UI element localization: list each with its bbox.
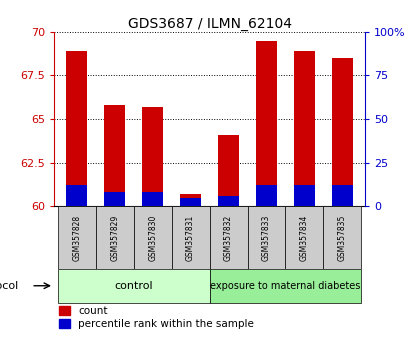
Bar — [142, 192, 163, 206]
Bar — [332, 58, 353, 206]
Bar — [66, 51, 87, 206]
Bar — [323, 206, 361, 269]
Bar — [66, 185, 87, 206]
Bar — [134, 206, 172, 269]
Bar — [218, 135, 239, 206]
Bar — [104, 105, 125, 206]
Title: GDS3687 / ILMN_62104: GDS3687 / ILMN_62104 — [127, 17, 292, 31]
Text: protocol: protocol — [0, 281, 18, 291]
Text: GSM357830: GSM357830 — [148, 214, 157, 261]
Bar — [104, 192, 125, 206]
Bar — [294, 185, 315, 206]
Text: GSM357835: GSM357835 — [338, 214, 347, 261]
Bar — [180, 194, 201, 206]
Legend: count, percentile rank within the sample: count, percentile rank within the sample — [59, 306, 254, 329]
Bar — [142, 107, 163, 206]
Bar — [218, 196, 239, 206]
Bar — [332, 185, 353, 206]
Bar — [210, 206, 247, 269]
Bar — [210, 269, 361, 303]
Bar — [286, 206, 323, 269]
Text: GSM357832: GSM357832 — [224, 214, 233, 261]
Text: GSM357834: GSM357834 — [300, 214, 309, 261]
Bar — [247, 206, 286, 269]
Bar — [58, 206, 96, 269]
Text: GSM357833: GSM357833 — [262, 214, 271, 261]
Text: control: control — [115, 281, 153, 291]
Bar — [294, 51, 315, 206]
Text: GSM357829: GSM357829 — [110, 214, 119, 261]
Bar — [172, 206, 210, 269]
Bar — [96, 206, 134, 269]
Text: GSM357828: GSM357828 — [72, 215, 81, 261]
Bar — [256, 41, 277, 206]
Bar — [180, 198, 201, 206]
Bar — [58, 269, 210, 303]
Bar — [256, 185, 277, 206]
Text: exposure to maternal diabetes: exposure to maternal diabetes — [210, 281, 361, 291]
Text: GSM357831: GSM357831 — [186, 214, 195, 261]
